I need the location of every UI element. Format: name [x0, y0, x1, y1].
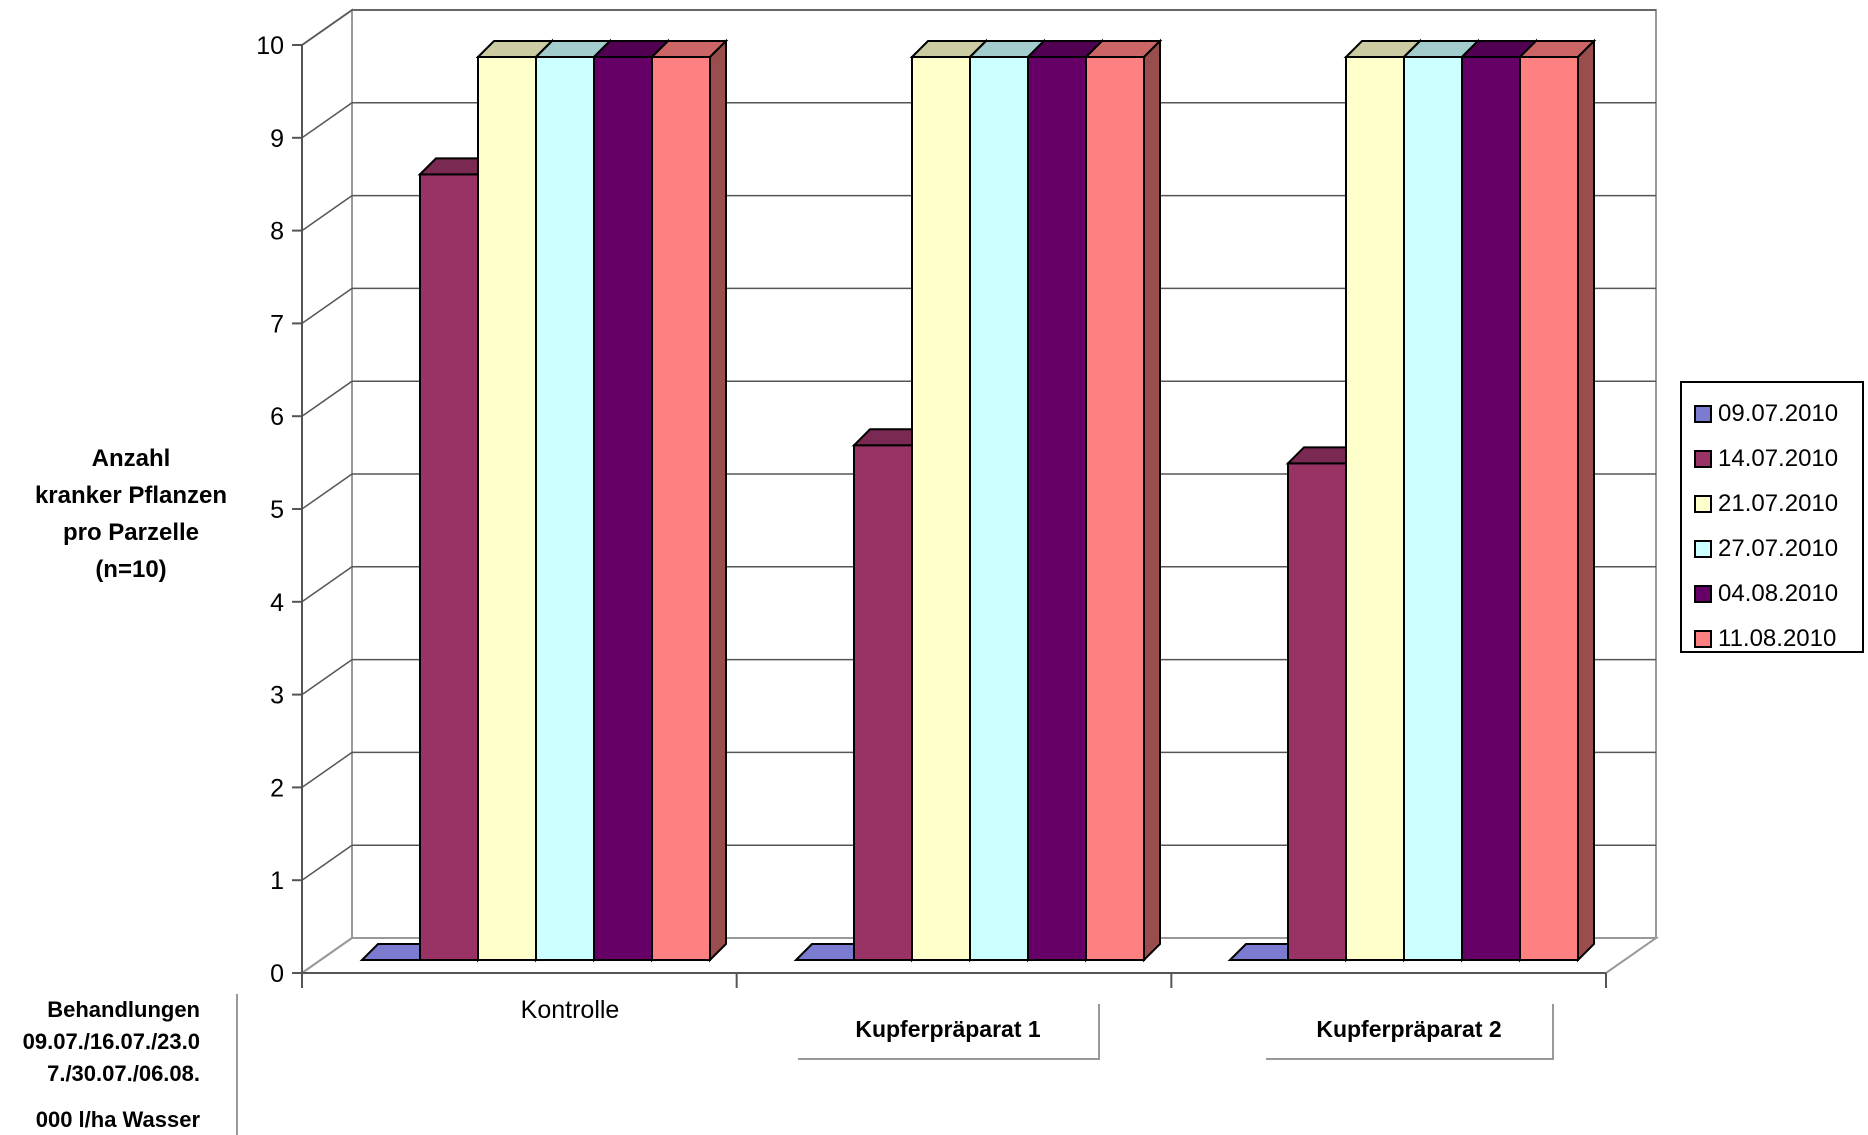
y-tick-label: 4 [270, 589, 284, 617]
legend-item: 14.07.2010 [1682, 436, 1862, 481]
bar [477, 56, 537, 961]
bar-side [1143, 38, 1161, 963]
gridline-side [301, 751, 353, 789]
bar-side [709, 38, 727, 963]
bar [1461, 56, 1521, 961]
y-tick-label: 7 [270, 310, 284, 338]
bar [535, 56, 595, 961]
y-tick-label: 5 [270, 496, 284, 524]
bar-side [1577, 38, 1595, 963]
y-tick-label: 10 [256, 32, 284, 60]
gridline-side [301, 566, 353, 603]
legend-label: 27.07.2010 [1718, 534, 1839, 562]
legend-item: 11.08.2010 [1682, 616, 1862, 661]
gridline-side [301, 658, 353, 696]
bar [419, 173, 479, 961]
category-label-kupferpraeparat-2: Kupferpräparat 2 [1266, 1004, 1554, 1060]
gridline-side [301, 9, 353, 46]
y-axis-label-line: pro Parzelle [62, 519, 200, 546]
legend-swatch [1694, 494, 1712, 513]
y-tick-label: 8 [270, 218, 284, 246]
legend: 09.07.2010 14.07.2010 21.07.2010 27.07.2… [1680, 381, 1864, 653]
gridline-side [301, 194, 353, 232]
bar [1287, 462, 1347, 961]
bar [853, 444, 913, 962]
bar [593, 56, 653, 961]
treatment-note: Behandlungen 09.07./16.07./23.0 7./30.07… [0, 994, 238, 1135]
y-tick-label: 1 [270, 867, 284, 895]
category-label-kontrolle: Kontrolle [520, 996, 620, 1024]
bar [911, 56, 971, 961]
legend-label: 11.08.2010 [1718, 624, 1837, 652]
legend-item: 09.07.2010 [1682, 391, 1862, 436]
treatment-note-line: 09.07./16.07./23.0 [22, 1029, 200, 1054]
y-tick-label: 0 [270, 960, 284, 988]
y-tick-label: 3 [270, 682, 284, 710]
legend-label: 09.07.2010 [1718, 399, 1839, 427]
legend-label: 04.08.2010 [1718, 579, 1839, 607]
gridline-side [301, 473, 353, 510]
legend-item: 21.07.2010 [1682, 481, 1862, 526]
treatment-note-line: Behandlungen [47, 997, 200, 1022]
legend-item: 04.08.2010 [1682, 571, 1862, 616]
legend-swatch [1694, 449, 1712, 468]
legend-label: 21.07.2010 [1718, 489, 1839, 517]
legend-swatch [1694, 584, 1712, 603]
y-tick-label: 9 [270, 125, 284, 153]
y-axis-label: Anzahl kranker Pflanzen pro Parzelle (n=… [0, 440, 262, 588]
bar [651, 56, 711, 961]
legend-label: 14.07.2010 [1718, 444, 1839, 472]
treatment-note-line: 7./30.07./06.08. [47, 1061, 200, 1086]
legend-swatch [1694, 629, 1712, 648]
bar [969, 56, 1029, 961]
y-axis-label-line: kranker Pflanzen [34, 482, 228, 509]
bar [1403, 56, 1463, 961]
category-label-kupferpraeparat-1: Kupferpräparat 1 [798, 1004, 1100, 1060]
y-axis-label-line: Anzahl [91, 445, 171, 472]
bar [1027, 56, 1087, 961]
y-tick-label: 2 [270, 774, 284, 802]
bar [1085, 56, 1145, 961]
y-axis-label-line: (n=10) [95, 556, 167, 583]
bar [1519, 56, 1579, 961]
legend-swatch [1694, 539, 1712, 558]
legend-item: 27.07.2010 [1682, 526, 1862, 571]
bar [1345, 56, 1405, 961]
treatment-note-line: 000 l/ha Wasser [35, 1107, 200, 1132]
gridline-side [301, 380, 353, 417]
y-tick-label: 6 [270, 403, 284, 431]
gridline-side [301, 102, 353, 139]
legend-swatch [1694, 404, 1712, 423]
gridline-side [301, 844, 353, 881]
gridline-side [301, 287, 353, 325]
